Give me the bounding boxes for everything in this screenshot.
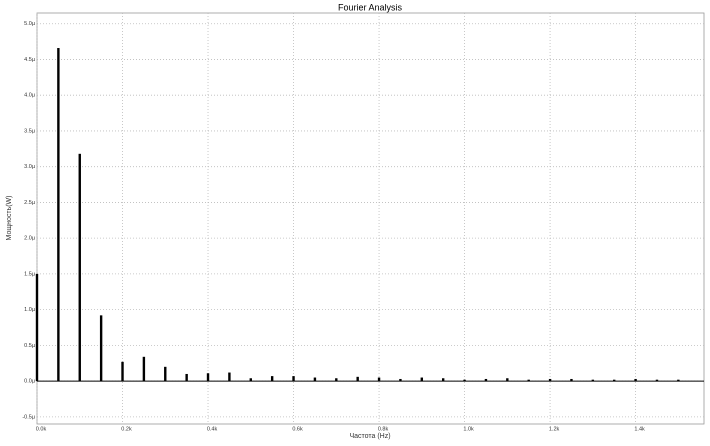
bar bbox=[377, 377, 381, 382]
x-tick-label: 0.8k bbox=[378, 426, 389, 432]
y-tick-label: 4.5µ bbox=[24, 57, 36, 63]
y-axis-label: Мощность(W) bbox=[6, 196, 13, 241]
bar bbox=[270, 376, 274, 382]
bar bbox=[206, 373, 210, 382]
bar bbox=[121, 361, 124, 382]
bar bbox=[506, 378, 509, 382]
bar bbox=[99, 315, 103, 382]
y-tick-label: 1.5µ bbox=[24, 271, 36, 277]
bar bbox=[655, 379, 659, 382]
bar bbox=[570, 378, 573, 382]
x-tick-label: 0.2k bbox=[121, 426, 132, 432]
y-tick-label: 3.5µ bbox=[24, 128, 36, 134]
bar bbox=[164, 366, 167, 382]
bar bbox=[249, 378, 252, 382]
x-axis-label: Частота (Hz) bbox=[349, 433, 390, 440]
bar bbox=[313, 377, 317, 382]
x-tick-label: 0.4k bbox=[207, 426, 218, 432]
x-tick-label: 0.0k bbox=[36, 426, 47, 432]
y-tick-label: 0.5µ bbox=[24, 343, 36, 349]
y-tick-label: 3.0µ bbox=[24, 164, 36, 170]
y-tick-label: 0.0µ bbox=[24, 379, 36, 385]
bar bbox=[484, 378, 488, 382]
bar bbox=[228, 372, 231, 382]
y-tick-label: -0.5µ bbox=[22, 414, 35, 420]
bar bbox=[420, 377, 424, 382]
bar bbox=[591, 379, 595, 382]
bar bbox=[292, 376, 295, 382]
bar bbox=[57, 48, 60, 382]
bar bbox=[441, 378, 445, 382]
bar bbox=[463, 379, 466, 382]
y-tick-label: 1.0µ bbox=[24, 307, 36, 313]
plot-area bbox=[36, 12, 705, 425]
y-tick-label: 5.0µ bbox=[24, 21, 36, 27]
y-tick-label: 2.0µ bbox=[24, 236, 36, 242]
bar bbox=[335, 378, 338, 382]
bar bbox=[399, 378, 402, 382]
bar bbox=[527, 379, 530, 382]
chart-title: Fourier Analysis bbox=[338, 2, 403, 12]
x-tick-label: 1.0k bbox=[463, 426, 474, 432]
x-tick-label: 0.6k bbox=[292, 426, 303, 432]
bar bbox=[78, 153, 81, 382]
bar bbox=[634, 378, 637, 382]
bar bbox=[677, 379, 680, 382]
y-tick-label: 4.0µ bbox=[24, 93, 36, 99]
bar bbox=[613, 379, 616, 382]
bar bbox=[35, 273, 39, 382]
y-tick-label: 2.5µ bbox=[24, 200, 36, 206]
bar bbox=[142, 356, 146, 382]
bar bbox=[185, 373, 188, 382]
bar bbox=[548, 378, 552, 382]
x-tick-label: 1.4k bbox=[634, 426, 645, 432]
x-tick-label: 1.2k bbox=[549, 426, 560, 432]
bar bbox=[356, 376, 359, 382]
